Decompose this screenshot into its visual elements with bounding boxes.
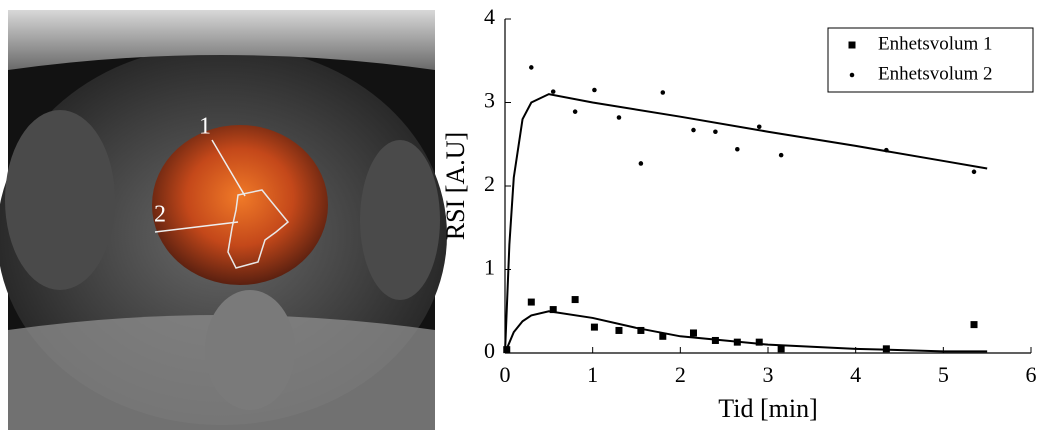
fit-curve (504, 310, 988, 354)
marker (659, 332, 667, 340)
legend-box (827, 27, 1034, 93)
marker (660, 90, 666, 95)
mri-image: 1 2 (0, 10, 447, 430)
marker (527, 298, 535, 306)
marker (756, 124, 762, 129)
marker (529, 65, 534, 70)
roi-label: 1 (199, 114, 211, 140)
marker (571, 296, 579, 304)
y-tick-label: 2 (484, 171, 495, 196)
marker (755, 338, 763, 346)
marker (549, 306, 557, 314)
y-axis-label: RSI [A.U] (441, 132, 470, 240)
marker (590, 323, 598, 331)
marker (713, 129, 718, 135)
y-tick-label: 4 (484, 4, 495, 29)
marker (638, 161, 644, 166)
roi-label: 2 (154, 202, 166, 228)
marker (689, 329, 697, 337)
marker (616, 115, 622, 120)
marker (503, 346, 511, 354)
marker (615, 326, 623, 334)
marker (691, 127, 696, 133)
x-tick-label: 0 (500, 362, 511, 387)
legend-label: Enhetsvolum 2 (878, 63, 993, 84)
marker (572, 109, 578, 114)
legend-label: Enhetsvolum 1 (878, 33, 993, 54)
marker (711, 336, 719, 344)
legend-marker (849, 72, 855, 78)
legend-marker (848, 41, 856, 49)
marker (882, 345, 890, 353)
marker (778, 152, 784, 158)
y-tick-label: 3 (484, 88, 495, 113)
marker (592, 87, 597, 93)
marker (735, 146, 740, 152)
x-tick-label: 3 (763, 362, 774, 387)
marker (637, 326, 645, 334)
x-axis-label: Tid [min] (718, 394, 817, 423)
marker (884, 147, 889, 153)
marker (971, 169, 977, 175)
x-tick-label: 5 (938, 362, 949, 387)
marker (733, 338, 741, 346)
x-tick-label: 1 (587, 362, 598, 387)
fit-curve (504, 93, 988, 354)
x-tick-label: 2 (675, 362, 686, 387)
x-tick-label: 6 (1026, 362, 1037, 387)
marker (777, 345, 785, 353)
y-tick-label: 1 (484, 255, 495, 280)
y-tick-label: 0 (484, 338, 495, 363)
marker (970, 321, 978, 329)
x-tick-label: 4 (850, 362, 861, 387)
marker (550, 89, 556, 94)
